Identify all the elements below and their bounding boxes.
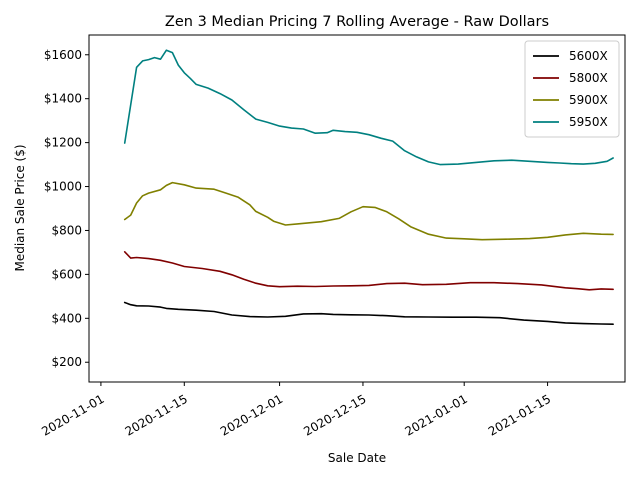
series-line-5600x — [123, 301, 614, 325]
legend-box — [524, 40, 620, 138]
y-tick-label: $1600 — [44, 48, 82, 62]
legend-label: 5600X — [569, 49, 608, 63]
y-tick-label: $800 — [51, 223, 82, 237]
series-line-5900x — [123, 181, 614, 241]
legend-label: 5900X — [569, 93, 608, 107]
series-layer — [123, 49, 614, 325]
y-axis: $200 $400 $600 $800 $1000 $1200 $1400 $1600 — [44, 48, 89, 369]
y-tick-label: $1400 — [44, 92, 82, 106]
legend-label: 5950X — [569, 115, 608, 129]
y-tick-label: $200 — [51, 355, 82, 369]
y-tick-label: $600 — [51, 267, 82, 281]
legend-label: 5800X — [569, 71, 608, 85]
legend: 5600X 5800X 5900X 5950X — [524, 40, 620, 138]
y-tick-label: $1000 — [44, 180, 82, 194]
series-line-5950x — [123, 49, 614, 166]
series-line-5800x — [123, 251, 614, 291]
plot-frame — [88, 34, 626, 383]
y-axis-label: Median Sale Price ($) — [13, 144, 27, 271]
y-tick-label: $400 — [51, 311, 82, 325]
y-tick-label: $1200 — [44, 136, 82, 150]
chart-title: Zen 3 Median Pricing 7 Rolling Average -… — [165, 14, 549, 30]
x-axis-label: Sale Date — [328, 451, 386, 465]
